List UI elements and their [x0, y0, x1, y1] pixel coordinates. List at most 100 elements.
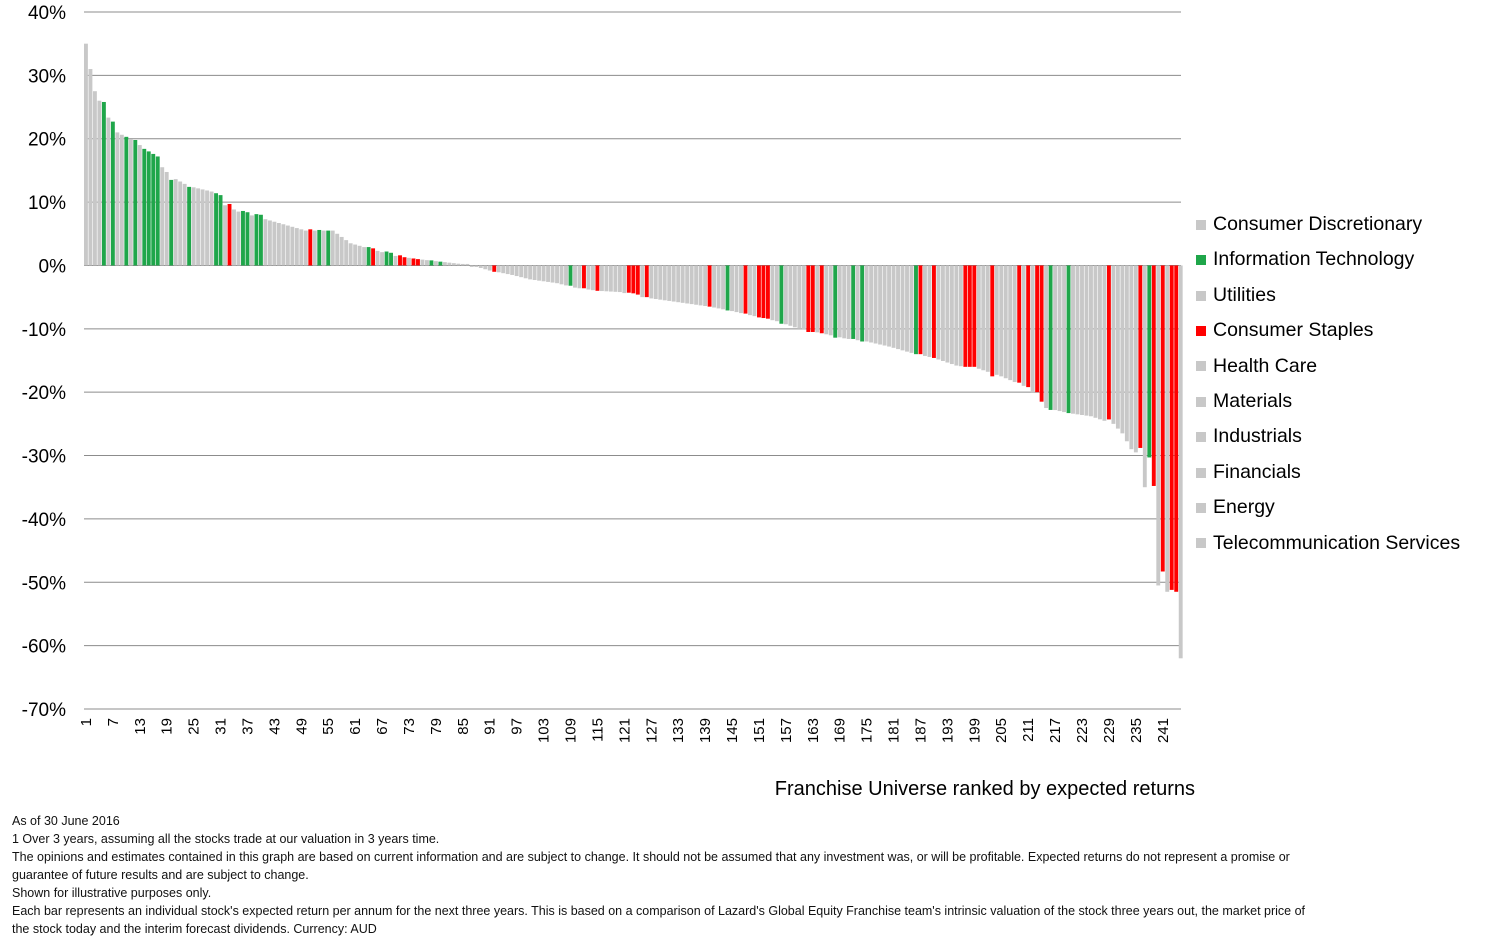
legend-swatch: [1196, 325, 1206, 336]
bar: [945, 265, 950, 363]
bar: [635, 265, 640, 295]
bar: [1039, 265, 1044, 402]
bar: [290, 226, 295, 266]
bar: [694, 265, 699, 305]
bar: [676, 265, 681, 303]
x-tick-label: 85: [455, 718, 472, 735]
bar: [891, 265, 896, 348]
bar: [303, 230, 308, 266]
bar: [456, 263, 461, 266]
bar: [1106, 265, 1111, 420]
bar: [541, 265, 546, 282]
x-tick-label: 217: [1047, 718, 1064, 743]
x-tick-label: 145: [724, 718, 741, 743]
x-tick-label: 235: [1128, 718, 1145, 743]
bar: [667, 265, 672, 301]
bar: [752, 265, 757, 317]
bar: [878, 265, 883, 345]
bar: [398, 255, 402, 266]
bar: [1111, 265, 1116, 424]
bar: [429, 260, 434, 266]
bar: [860, 265, 865, 342]
bar: [990, 265, 995, 377]
bar: [196, 188, 201, 266]
bar: [1169, 265, 1174, 590]
bar: [1151, 265, 1156, 486]
x-tick-label: 229: [1101, 718, 1118, 743]
bar: [1165, 265, 1170, 592]
legend-label: Utilities: [1213, 283, 1276, 306]
bar: [658, 265, 663, 300]
bar: [537, 265, 542, 281]
bar: [568, 265, 573, 286]
x-tick-label: 25: [186, 718, 203, 735]
bar: [1124, 265, 1129, 442]
legend-label: Consumer Discretionary: [1213, 213, 1423, 235]
bar: [828, 265, 833, 336]
bar: [761, 265, 766, 319]
bar: [344, 240, 349, 266]
bar: [218, 195, 223, 266]
bar: [855, 265, 860, 341]
x-tick-label: 37: [240, 718, 257, 735]
x-tick-label: 205: [993, 718, 1010, 743]
x-tick-label: 19: [159, 718, 176, 735]
bar: [573, 265, 577, 288]
y-tick-label: 30%: [28, 66, 66, 87]
bar: [963, 265, 968, 367]
legend-label: Industrials: [1213, 425, 1302, 448]
y-tick-label: -10%: [22, 320, 66, 341]
bar: [918, 265, 923, 355]
bar: [923, 265, 927, 356]
bar: [739, 265, 743, 314]
bar: [164, 171, 169, 266]
x-tick-label: 31: [213, 718, 230, 735]
bar: [128, 139, 133, 266]
bar: [788, 265, 793, 326]
bar: [797, 265, 802, 329]
bar: [1008, 265, 1013, 381]
bar: [622, 265, 627, 294]
bar: [819, 265, 824, 334]
bar: [586, 265, 591, 290]
footnotes: As of 30 June 2016 1 Over 3 years, assum…: [12, 812, 1312, 938]
bar: [604, 265, 609, 292]
bar: [119, 134, 124, 266]
bar: [905, 265, 909, 352]
bar: [285, 225, 290, 266]
bar: [967, 265, 972, 367]
x-tick-label: 187: [913, 718, 930, 743]
bar: [1021, 265, 1026, 386]
bar: [420, 259, 425, 266]
bar: [595, 265, 600, 291]
bar: [1017, 265, 1022, 383]
x-axis-label: Franchise Universe ranked by expected re…: [775, 778, 1195, 800]
bar: [555, 265, 559, 284]
bar: [209, 191, 214, 266]
illustrative-note: Shown for illustrative purposes only.: [12, 886, 212, 900]
x-tick-label: 49: [293, 718, 310, 735]
x-tick-label: 163: [805, 718, 822, 743]
x-axis-ticks: 1 7 13 19 25 31 37 43 49 55 61 67 73 79 85 91 97 103 109 11…: [78, 718, 1172, 743]
bar: [478, 265, 483, 268]
bar: [721, 265, 725, 310]
bar: [424, 260, 429, 266]
x-tick-label: 181: [886, 718, 903, 743]
bar: [649, 265, 654, 299]
bar: [151, 153, 156, 266]
bar: [402, 257, 407, 266]
bar: [626, 265, 631, 293]
bar: [299, 229, 304, 266]
legend-swatch: [1196, 432, 1206, 443]
x-tick-label: 61: [347, 718, 364, 735]
bar: [1142, 265, 1147, 488]
bar: [375, 250, 380, 266]
bar: [487, 265, 492, 271]
y-tick-label: 0%: [39, 256, 67, 277]
bar: [927, 265, 932, 357]
bar: [591, 265, 595, 291]
bar: [510, 265, 515, 275]
y-axis-ticks: 40% 30% 20% 10% 0% -10% -20% -30% -40% -50% -60% -7…: [22, 3, 66, 721]
bar: [824, 265, 829, 335]
bar: [1178, 265, 1183, 659]
